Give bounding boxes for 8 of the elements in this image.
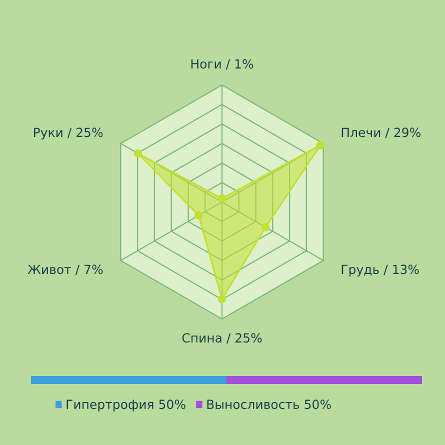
- spoke-label: Спина / 25%: [182, 333, 262, 344]
- spoke-label: Живот / 7%: [28, 264, 103, 276]
- spoke-label: Ноги / 1%: [191, 59, 254, 70]
- spoke-label: Плечи / 29%: [342, 128, 420, 138]
- spoke-label: Руки / 25%: [34, 128, 103, 140]
- spoke-label: Грудь / 13%: [342, 264, 419, 277]
- legend-label: Выносливость 50%: [207, 400, 331, 410]
- legend-label: Гипертрофия 50%: [66, 400, 186, 412]
